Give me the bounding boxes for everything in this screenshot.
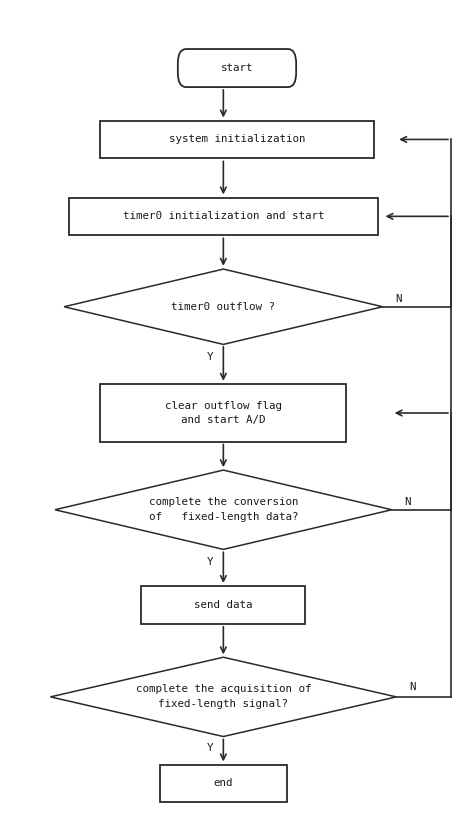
- Polygon shape: [55, 470, 392, 549]
- Text: complete the conversion
of   fixed-length data?: complete the conversion of fixed-length …: [148, 497, 298, 522]
- Text: Y: Y: [207, 353, 213, 363]
- Text: N: N: [395, 293, 402, 304]
- Text: system initialization: system initialization: [169, 135, 305, 145]
- Text: send data: send data: [194, 600, 253, 610]
- FancyBboxPatch shape: [160, 765, 287, 802]
- Text: complete the acquisition of
fixed-length signal?: complete the acquisition of fixed-length…: [136, 685, 311, 710]
- Text: clear outflow flag
and start A/D: clear outflow flag and start A/D: [165, 401, 282, 425]
- Text: Y: Y: [207, 743, 213, 753]
- Text: start: start: [221, 63, 253, 73]
- Text: N: N: [409, 682, 415, 692]
- FancyBboxPatch shape: [178, 49, 296, 87]
- FancyBboxPatch shape: [69, 197, 378, 235]
- Text: N: N: [404, 496, 411, 506]
- FancyBboxPatch shape: [100, 384, 346, 442]
- Text: timer0 outflow ?: timer0 outflow ?: [171, 301, 275, 311]
- Polygon shape: [64, 269, 383, 344]
- Polygon shape: [50, 657, 396, 737]
- Text: timer0 initialization and start: timer0 initialization and start: [123, 211, 324, 221]
- FancyBboxPatch shape: [100, 121, 374, 158]
- Text: end: end: [214, 778, 233, 788]
- FancyBboxPatch shape: [141, 586, 305, 624]
- Text: Y: Y: [207, 557, 213, 567]
